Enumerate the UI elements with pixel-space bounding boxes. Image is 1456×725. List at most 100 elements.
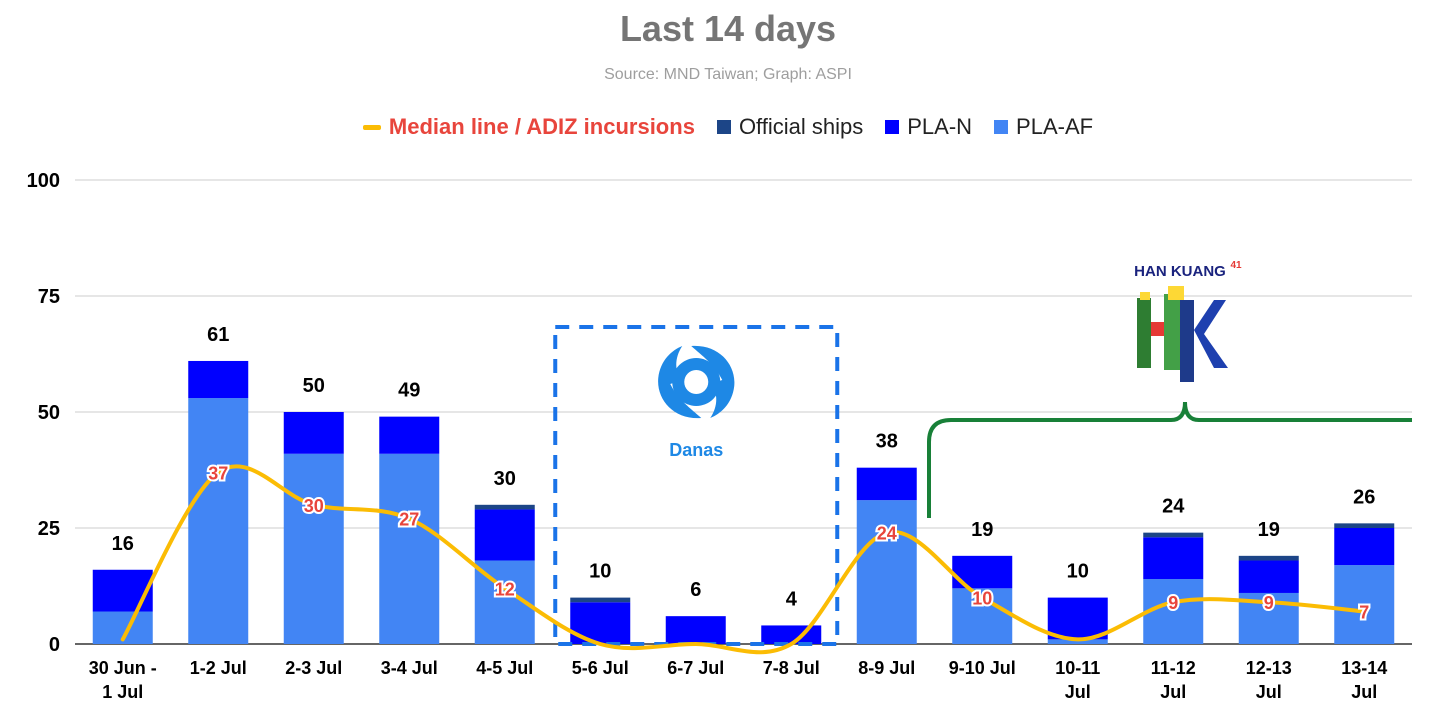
legend-label-official-ships: Official ships: [738, 114, 864, 139]
bar-total-label: 24: [1162, 496, 1185, 518]
typhoon-period-box: [553, 325, 840, 646]
bar-segment-pla-n: [379, 416, 440, 454]
median-point-label: 12: [495, 579, 515, 599]
x-tick-label: 12-13 Jul: [1246, 658, 1292, 702]
bar-segment-pla-n: [1143, 537, 1204, 580]
typhoon-icon: [658, 345, 735, 419]
chart-bars: [92, 360, 1395, 644]
y-tick-label: 50: [38, 402, 60, 424]
chart-subtitle: Source: MND Taiwan; Graph: ASPI: [604, 66, 852, 83]
median-point-label: 30: [304, 496, 324, 516]
x-tick-label: 11-12 Jul: [1151, 658, 1196, 702]
logo-block: [1140, 292, 1150, 300]
bar-segment-pla-n: [856, 467, 917, 501]
legend-item-official-ships: Official ships: [716, 114, 864, 140]
exercise-period-bracket: [927, 401, 1412, 518]
bar-total-label: 19: [1258, 519, 1280, 541]
logo-block: [1137, 298, 1151, 368]
median-line-layer: [120, 464, 1367, 655]
exercise-label: HAN KUANG: [1134, 263, 1226, 280]
x-tick-label: 30 Jun -1 Jul: [89, 658, 157, 702]
bar-segment-pla-n: [665, 616, 726, 644]
y-tick-label: 100: [27, 170, 60, 192]
han-kuang-logo: HAN KUANG 41: [1134, 260, 1242, 382]
bar-total-label: 10: [1067, 561, 1089, 583]
bar-total-label: 50: [303, 375, 325, 397]
bar-segment-pla-n: [283, 412, 344, 454]
bar-segment-official-ships: [570, 597, 631, 603]
x-tick-label: 1-2 Jul: [190, 658, 247, 678]
bar-total-label: 38: [876, 431, 898, 453]
bar-total-label: 19: [971, 519, 993, 541]
bar-segment-pla-af: [1143, 579, 1204, 644]
bar-segment-official-ships: [474, 504, 535, 510]
median-point-label: 9: [1168, 593, 1178, 613]
x-tick-label: 10-11 Jul: [1055, 658, 1100, 702]
legend-swatch-official-ships: [716, 120, 731, 134]
legend-item-pla-n: PLA-N: [885, 114, 972, 140]
bar-segment-pla-n: [474, 509, 535, 561]
median-point-label: 37: [208, 463, 228, 483]
bar-total-label: 61: [207, 324, 229, 346]
bar-total-label: 26: [1353, 486, 1375, 508]
logo-block: [1180, 300, 1194, 382]
x-tick-label: 4-5 Jul: [476, 658, 533, 678]
chart-title: Last 14 days: [619, 8, 837, 49]
logo-block: [1194, 300, 1228, 368]
logo-block: [1164, 294, 1180, 370]
x-tick-label: 8-9 Jul: [858, 658, 915, 678]
legend-label-median: Median line / ADIZ incursions: [388, 114, 695, 139]
median-point-label: 10: [972, 589, 992, 609]
y-tick-label: 75: [38, 286, 60, 308]
bar-segment-pla-n: [1047, 597, 1108, 640]
bar-segment-pla-af: [1334, 565, 1395, 644]
bar-segment-pla-af: [1047, 639, 1108, 644]
bar-segment-official-ships: [1143, 532, 1204, 538]
typhoon-icon-eye: [684, 370, 709, 394]
exercise-label-superscript: 41: [1230, 260, 1242, 271]
legend-label-pla-af: PLA-AF: [1016, 114, 1094, 139]
median-point-label: 27: [399, 510, 419, 530]
bar-segment-pla-af: [379, 453, 440, 644]
x-tick-label: 3-4 Jul: [381, 658, 438, 678]
legend-label-pla-n: PLA-N: [907, 114, 973, 139]
bar-total-label: 6: [690, 579, 701, 601]
median-point-label: 7: [1359, 603, 1369, 623]
y-tick-label: 25: [38, 518, 60, 540]
chart-annotations: Danas HAN KUANG 41: [553, 260, 1412, 646]
bar-segment-pla-n: [1334, 528, 1395, 566]
chart-legend: Median line / ADIZ incursions Official s…: [0, 114, 1456, 140]
x-tick-label: 6-7 Jul: [667, 658, 724, 678]
legend-item-pla-af: PLA-AF: [994, 114, 1093, 140]
bar-segment-pla-n: [1238, 560, 1299, 593]
bar-segment-pla-n: [92, 569, 153, 612]
bar-segment-pla-n: [761, 625, 822, 644]
median-point-label: 9: [1264, 593, 1274, 613]
x-tick-label: 2-3 Jul: [285, 658, 342, 678]
typhoon-icon-arm: [691, 345, 735, 418]
bar-segment-official-ships: [1238, 555, 1299, 561]
x-tick-label: 7-8 Jul: [763, 658, 820, 678]
typhoon-icon-arm: [658, 346, 702, 419]
bar-total-label: 30: [494, 468, 516, 490]
typhoon-label: Danas: [669, 440, 723, 460]
legend-swatch-pla-af: [994, 120, 1009, 134]
legend-swatch-median: [362, 124, 381, 130]
bar-total-label: 49: [398, 380, 420, 402]
x-tick-label: 5-6 Jul: [572, 658, 629, 678]
logo-block: [1168, 286, 1184, 300]
y-tick-label: 0: [49, 634, 60, 656]
x-tick-label: 13-14 Jul: [1341, 658, 1387, 702]
bar-segment-pla-af: [283, 453, 344, 644]
x-tick-label: 9-10 Jul: [949, 658, 1016, 678]
median-line: [120, 464, 1367, 655]
median-point-label: 24: [877, 524, 897, 544]
bar-segment-pla-af: [856, 500, 917, 644]
bar-total-label: 10: [589, 561, 611, 583]
bar-segment-pla-n: [188, 360, 249, 399]
bar-total-label: 16: [112, 533, 134, 555]
bar-segment-pla-af: [188, 398, 249, 644]
bar-total-label: 4: [786, 588, 798, 610]
